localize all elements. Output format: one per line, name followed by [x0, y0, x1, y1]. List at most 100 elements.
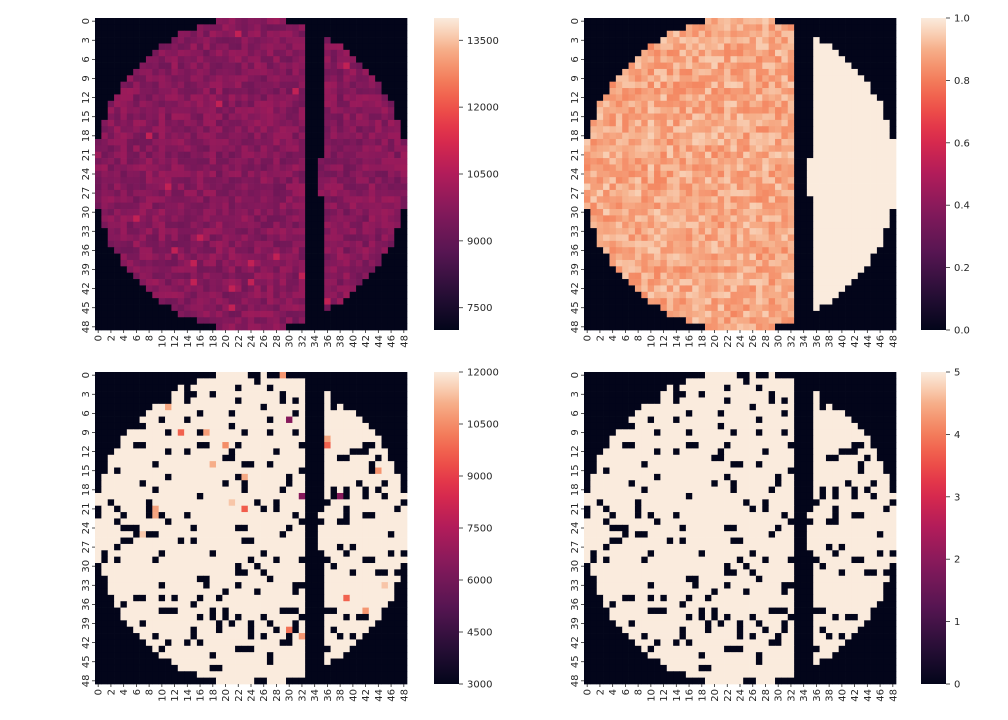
- heatmap-cell: [711, 209, 718, 216]
- heatmap-cell: [382, 298, 389, 305]
- heatmap-cell: [667, 260, 674, 267]
- heatmap-cell: [350, 126, 357, 133]
- heatmap-cell: [203, 69, 210, 76]
- heatmap-cell: [350, 273, 357, 280]
- heatmap-cell: [324, 203, 331, 210]
- heatmap-cell: [375, 234, 382, 241]
- heatmap-cell: [127, 266, 134, 273]
- heatmap-cell: [229, 177, 236, 184]
- heatmap-cell: [222, 266, 229, 273]
- heatmap-cell: [699, 88, 706, 95]
- heatmap-cell: [851, 273, 858, 280]
- heatmap-cell: [839, 171, 846, 178]
- heatmap-cell: [762, 88, 769, 95]
- heatmap-cell: [622, 145, 629, 152]
- heatmap-cell: [171, 37, 178, 44]
- heatmap-cell: [826, 285, 833, 292]
- heatmap-cell: [382, 94, 389, 101]
- heatmap-cell: [375, 324, 382, 331]
- heatmap-cell: [114, 101, 121, 108]
- heatmap-cell: [152, 196, 159, 203]
- heatmap-cell: [692, 139, 699, 146]
- heatmap-cell: [286, 234, 293, 241]
- heatmap-cell: [890, 145, 897, 152]
- heatmap-cell: [699, 279, 706, 286]
- heatmap-cell: [660, 298, 667, 305]
- heatmap-cell: [667, 298, 674, 305]
- heatmap-cell: [775, 298, 782, 305]
- heatmap-cell: [216, 209, 223, 216]
- heatmap-cell: [781, 254, 788, 261]
- heatmap-cell: [673, 324, 680, 331]
- heatmap-cell: [235, 324, 242, 331]
- heatmap-cell: [235, 126, 242, 133]
- heatmap-cell: [178, 145, 185, 152]
- heatmap-cell: [724, 247, 731, 254]
- heatmap-cell: [337, 285, 344, 292]
- heatmap-cell: [165, 43, 172, 50]
- heatmap-cell: [686, 222, 693, 229]
- heatmap-cell: [667, 37, 674, 44]
- heatmap-cell: [750, 171, 757, 178]
- heatmap-cell: [864, 43, 871, 50]
- heatmap-cell: [603, 292, 610, 299]
- heatmap-cell: [273, 247, 280, 254]
- heatmap-cell: [254, 69, 261, 76]
- heatmap-cell: [788, 234, 795, 241]
- heatmap-cell: [324, 196, 331, 203]
- heatmap-cell: [832, 152, 839, 159]
- heatmap-cell: [382, 209, 389, 216]
- heatmap-cell: [622, 203, 629, 210]
- heatmap-cell: [800, 82, 807, 89]
- heatmap-cell: [616, 24, 623, 31]
- heatmap-cell: [311, 107, 318, 114]
- heatmap-cell: [629, 215, 636, 222]
- heatmap-cell: [654, 279, 661, 286]
- heatmap-cell: [762, 215, 769, 222]
- heatmap-cell: [343, 279, 350, 286]
- x-tick-label: 16: [196, 335, 207, 348]
- heatmap-cell: [356, 177, 363, 184]
- heatmap-cell: [311, 266, 318, 273]
- heatmap-cell: [845, 279, 852, 286]
- heatmap-cell: [95, 203, 102, 210]
- heatmap-cell: [318, 88, 325, 95]
- heatmap-cell: [692, 171, 699, 178]
- heatmap-cell: [318, 43, 325, 50]
- heatmap-cell: [616, 145, 623, 152]
- heatmap-cell: [401, 177, 408, 184]
- heatmap-cell: [261, 50, 268, 57]
- heatmap-cell: [248, 279, 255, 286]
- heatmap-cell: [705, 75, 712, 82]
- heatmap-cell: [184, 215, 191, 222]
- heatmap-cell: [603, 120, 610, 127]
- heatmap-cell: [318, 254, 325, 261]
- heatmap-cell: [851, 69, 858, 76]
- heatmap-cell: [394, 298, 401, 305]
- heatmap-cell: [159, 203, 166, 210]
- heatmap-cell: [750, 82, 757, 89]
- heatmap-cell: [152, 260, 159, 267]
- heatmap-cell: [216, 158, 223, 165]
- heatmap-cell: [858, 184, 865, 191]
- heatmap-cell: [692, 215, 699, 222]
- heatmap-cell: [127, 56, 134, 63]
- heatmap-cell: [807, 75, 814, 82]
- heatmap-cell: [730, 31, 737, 38]
- heatmap-cell: [254, 228, 261, 235]
- x-tick-label: 22: [723, 335, 734, 348]
- heatmap-cell: [877, 203, 884, 210]
- heatmap-cell: [584, 184, 591, 191]
- heatmap-cell: [140, 305, 147, 312]
- heatmap-cell: [635, 222, 642, 229]
- heatmap-cell: [883, 273, 890, 280]
- heatmap-cell: [654, 247, 661, 254]
- heatmap-cell: [794, 254, 801, 261]
- heatmap-cell: [743, 120, 750, 127]
- heatmap-cell: [331, 177, 338, 184]
- heatmap-cell: [794, 305, 801, 312]
- heatmap-cell: [184, 101, 191, 108]
- heatmap-cell: [235, 56, 242, 63]
- heatmap-cell: [794, 247, 801, 254]
- x-tick-label: 18: [697, 335, 708, 348]
